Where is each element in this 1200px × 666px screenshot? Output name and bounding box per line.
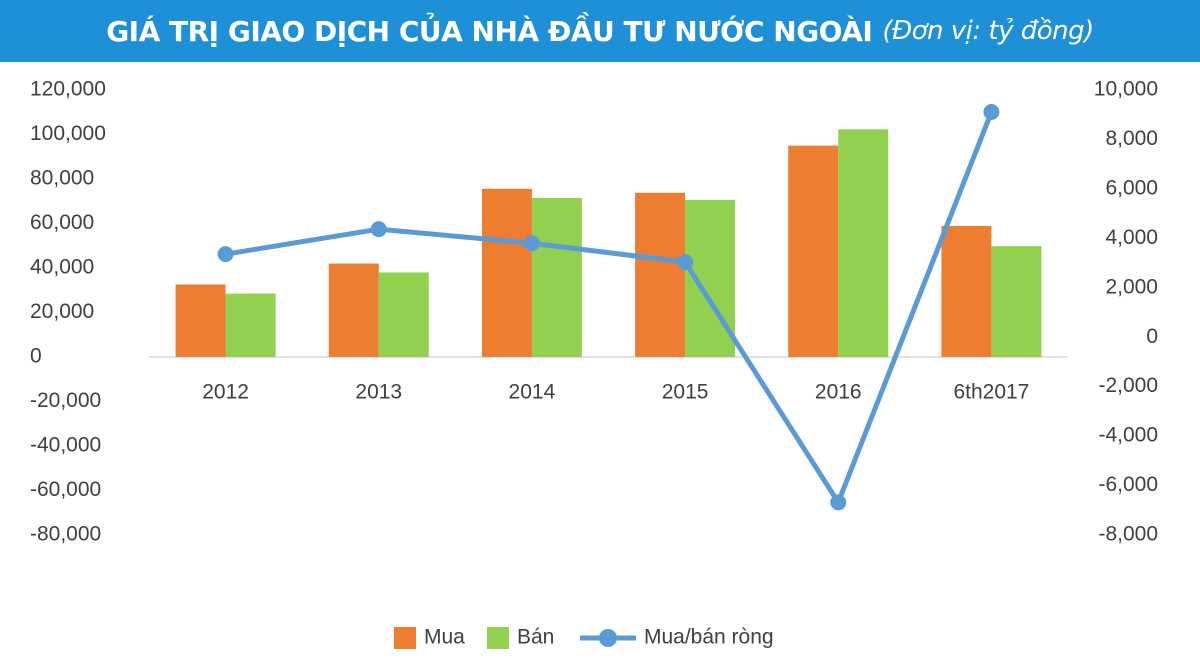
y-tick-label: 100,000 [30, 122, 106, 145]
line-marker [677, 254, 694, 271]
x-tick-label: 2016 [815, 381, 862, 404]
y2-tick-label: 10,000 [1094, 78, 1158, 101]
legend-label: Mua [424, 626, 465, 649]
y2-tick-label: -4,000 [1098, 424, 1158, 447]
bar [481, 188, 532, 357]
x-tick-label: 2012 [202, 381, 249, 404]
line-marker [983, 104, 1000, 121]
y2-tick-label: -2,000 [1098, 374, 1158, 397]
y2-tick-label: -6,000 [1098, 473, 1158, 496]
y2-tick-label: 0 [1146, 325, 1158, 348]
y-tick-label: 120,000 [30, 78, 106, 101]
x-tick-label: 6th2017 [953, 381, 1029, 404]
y-tick-label: -60,000 [30, 478, 101, 501]
y-tick-label: 60,000 [30, 211, 94, 234]
chart-subtitle: (Đơn vị: tỷ đồng) [882, 16, 1094, 46]
legend-label: Bán [517, 626, 554, 649]
y-tick-label: -80,000 [30, 523, 101, 546]
bar [991, 246, 1042, 357]
bar [941, 225, 992, 357]
y-tick-label: -20,000 [30, 389, 101, 412]
line [225, 111, 994, 505]
y-tick-label: 0 [30, 345, 42, 368]
line-marker [370, 221, 387, 238]
bar [635, 192, 686, 357]
x-tick-label: 2015 [662, 381, 709, 404]
y2-tick-label: 6,000 [1105, 176, 1158, 199]
y-tick-label: 20,000 [30, 300, 94, 323]
legend-swatch [394, 627, 416, 649]
bar [175, 284, 226, 357]
x-tick-label: 2014 [509, 381, 556, 404]
line-marker [523, 235, 540, 252]
line-marker [217, 246, 234, 263]
y2-tick-label: 8,000 [1105, 127, 1158, 150]
bar [225, 293, 276, 357]
y2-tick-label: 2,000 [1105, 275, 1158, 298]
y-tick-label: -40,000 [30, 434, 101, 457]
chart-title: GIÁ TRỊ GIAO DỊCH CỦA NHÀ ĐẦU TƯ NƯỚC NG… [106, 14, 873, 48]
bar [378, 272, 429, 357]
y2-tick-label: -8,000 [1098, 523, 1158, 546]
line-marker [830, 494, 847, 511]
x-tick-label: 2013 [355, 381, 402, 404]
bar [328, 263, 379, 357]
bar [838, 129, 889, 357]
y2-tick-label: 4,000 [1105, 226, 1158, 249]
title-banner: GIÁ TRỊ GIAO DỊCH CỦA NHÀ ĐẦU TƯ NƯỚC NG… [0, 0, 1200, 62]
bar [788, 145, 839, 357]
legend-label: Mua/bán ròng [644, 626, 774, 649]
bar [531, 197, 582, 357]
legend-marker [599, 629, 617, 647]
legend-swatch [487, 627, 509, 649]
y-tick-label: 80,000 [30, 167, 94, 190]
y-tick-label: 40,000 [30, 256, 94, 279]
